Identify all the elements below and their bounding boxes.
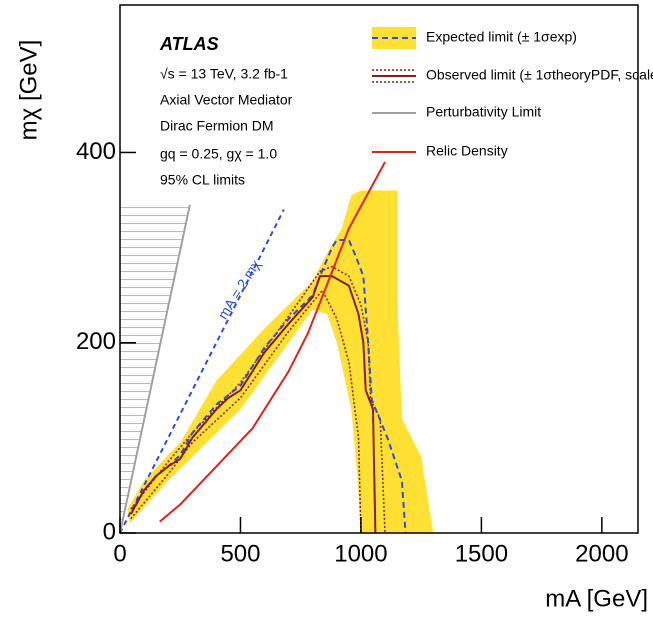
- legend-label: Observed limit (± 1σtheoryPDF, scale): [426, 67, 653, 83]
- annotation: mA = 2 mχ: [214, 256, 263, 322]
- legend-label: Expected limit (± 1σexp): [426, 29, 577, 45]
- series-line: [120, 204, 191, 533]
- frame: [119, 4, 639, 534]
- x-tick-label: 500: [220, 540, 260, 567]
- annotations: ATLAS √s = 13 TeV, 3.2 fb-1 Axial Vector…: [159, 34, 293, 322]
- plot-area: [120, 161, 434, 533]
- series-line: [159, 161, 386, 523]
- x-tick-label: 1000: [334, 540, 387, 567]
- x-tick-label: 2000: [575, 540, 628, 567]
- legend-label: Perturbativity Limit: [426, 104, 541, 120]
- axes: 0 500 1000 1500 2000 0 200 400: [76, 138, 629, 568]
- series-line: [129, 275, 377, 533]
- x-tick-label: 0: [113, 540, 126, 567]
- y-tick-label: 0: [103, 518, 116, 545]
- legend: Expected limit (± 1σexp) Observed limit (…: [372, 27, 653, 159]
- y-tick-label: 400: [76, 138, 116, 165]
- annotation: ATLAS: [159, 34, 219, 54]
- annotation: gq = 0.25, gχ = 1.0: [160, 146, 277, 162]
- reference-line: [120, 209, 285, 533]
- annotation: Axial Vector Mediator: [160, 92, 293, 108]
- theory-band-line: [130, 289, 362, 533]
- x-tick-label: 1500: [455, 540, 508, 567]
- expected-band: [127, 190, 434, 533]
- annotation: Dirac Fermion DM: [160, 118, 274, 134]
- annotation: 95% CL limits: [160, 172, 245, 188]
- annotation: √s = 13 TeV, 3.2 fb-1: [160, 66, 288, 82]
- legend-label: Relic Density: [426, 143, 508, 159]
- series-line: [129, 238, 407, 533]
- y-tick-label: 200: [76, 328, 116, 355]
- x-axis-label: mA [GeV]: [545, 585, 648, 612]
- y-axis-label: mχ [GeV]: [15, 40, 42, 141]
